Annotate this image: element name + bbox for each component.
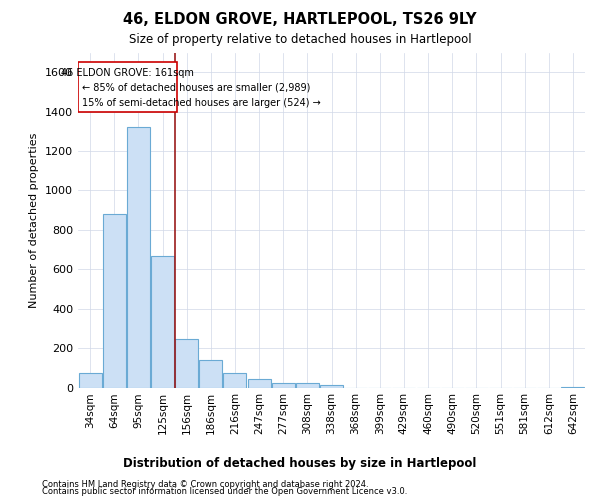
Text: Contains HM Land Registry data © Crown copyright and database right 2024.: Contains HM Land Registry data © Crown c… [42, 480, 368, 489]
Text: Size of property relative to detached houses in Hartlepool: Size of property relative to detached ho… [128, 32, 472, 46]
Bar [320, 384, 343, 388]
Text: Contains public sector information licensed under the Open Government Licence v3: Contains public sector information licen… [42, 487, 407, 496]
Bar [248, 378, 271, 388]
Bar [296, 382, 319, 388]
Bar [199, 360, 222, 388]
Text: 46 ELDON GROVE: 161sqm: 46 ELDON GROVE: 161sqm [61, 68, 194, 78]
Text: ← 85% of detached houses are smaller (2,989): ← 85% of detached houses are smaller (2,… [82, 82, 310, 92]
Y-axis label: Number of detached properties: Number of detached properties [29, 132, 40, 308]
Bar [175, 339, 198, 388]
Bar [151, 256, 174, 388]
Bar [562, 386, 584, 388]
Bar [223, 372, 247, 388]
Bar [272, 382, 295, 388]
Text: 46, ELDON GROVE, HARTLEPOOL, TS26 9LY: 46, ELDON GROVE, HARTLEPOOL, TS26 9LY [123, 12, 477, 28]
Bar [103, 214, 125, 388]
Bar [79, 372, 101, 388]
Text: Distribution of detached houses by size in Hartlepool: Distribution of detached houses by size … [124, 458, 476, 470]
Bar [127, 128, 150, 388]
FancyBboxPatch shape [78, 62, 176, 112]
Text: 15% of semi-detached houses are larger (524) →: 15% of semi-detached houses are larger (… [82, 98, 320, 108]
